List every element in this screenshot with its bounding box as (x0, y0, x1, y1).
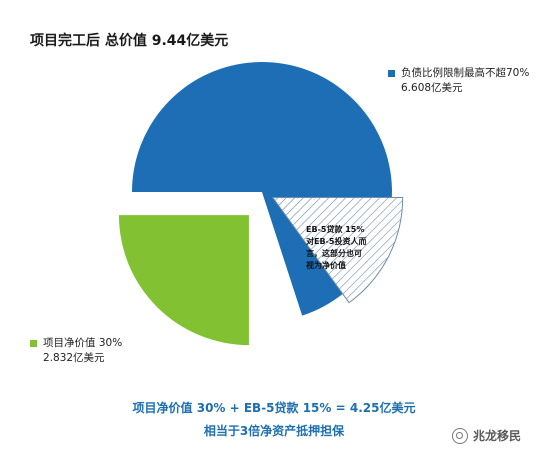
eb5-label-line2: 对EB-5投资人而 (306, 237, 367, 246)
legend-item-debt: 负债比例限制最高不超70% 6.608亿美元 (388, 66, 529, 96)
summary-equation: 项目净价值 30% + EB-5贷款 15% = 4.25亿美元 (132, 401, 416, 415)
eb5-label-line3: 言，这部分也可 (306, 249, 362, 258)
eb5-label-line1: EB-5贷款 15% (306, 225, 365, 234)
pie-slice-eb5 (271, 196, 404, 304)
legend-item-equity: 项目净价值 30% 2.832亿美元 (30, 336, 122, 366)
legend-debt-value: 6.608亿美元 (401, 82, 463, 94)
eb5-slice-label: EB-5贷款 15% 对EB-5投资人而 言，这部分也可 视为净价值 (306, 224, 378, 272)
legend-equity-label: 项目净价值 30% (43, 337, 123, 349)
legend-swatch-debt (388, 70, 395, 77)
eb5-label-line4: 视为净价值 (306, 261, 346, 270)
legend-debt-label: 负债比例限制最高不超70% (401, 67, 530, 79)
pie-slice-equity (118, 215, 249, 346)
wechat-icon (452, 427, 468, 444)
legend-equity-value: 2.832亿美元 (43, 352, 105, 364)
watermark: 兆龙移民 (452, 427, 521, 444)
chart-title: 项目完工后 总价值 9.44亿美元 (30, 33, 229, 49)
legend-swatch-equity (30, 340, 37, 347)
summary-note: 相当于3倍净资产抵押担保 (203, 424, 345, 438)
watermark-text: 兆龙移民 (473, 429, 522, 443)
